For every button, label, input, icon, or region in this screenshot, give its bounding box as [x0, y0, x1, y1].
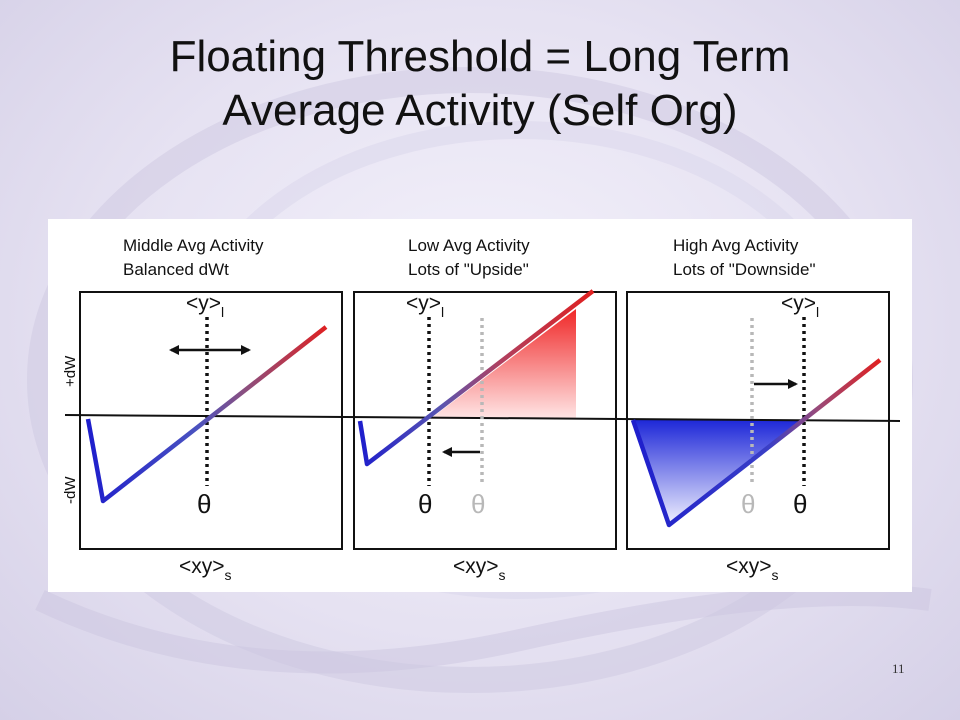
panel-middle-dw-curve	[85, 325, 328, 504]
panel-low-x-label: <xy>s	[453, 555, 506, 583]
panel-low-y-label: <y>l	[406, 292, 444, 320]
threshold-diagram: Middle Avg Activity Balanced dWt Low Avg…	[62, 236, 901, 583]
panel-middle-x-label: <xy>s	[179, 555, 232, 583]
upside-area	[430, 309, 576, 419]
downside-area	[634, 420, 800, 525]
positive-dw-label: +dW	[62, 355, 79, 387]
panel-middle-frame	[79, 291, 343, 550]
threshold-figure: Middle Avg Activity Balanced dWt Low Avg…	[48, 219, 912, 592]
slide-title: Floating Threshold = Long Term Average A…	[0, 30, 960, 138]
panel-low-ghost-theta: θ	[471, 489, 485, 519]
panel-low-caption-2: Lots of "Upside"	[408, 260, 529, 279]
panel-middle-caption-2: Balanced dWt	[123, 260, 229, 279]
panel-low-dw-curve	[357, 289, 595, 467]
slide-title-line-2: Average Activity (Self Org)	[222, 86, 738, 135]
page-number: 11	[892, 661, 905, 676]
panel-low-caption-1: Low Avg Activity	[408, 236, 530, 255]
negative-dw-label: -dW	[62, 476, 79, 504]
panel-low-theta: θ	[418, 489, 432, 519]
panel-high-y-label: <y>l	[781, 292, 819, 320]
panel-high-x-label: <xy>s	[726, 555, 779, 583]
panel-low-frame	[353, 291, 617, 550]
panel-middle-y-label: <y>l	[186, 292, 224, 320]
panel-high-theta: θ	[793, 489, 807, 519]
panel-high-ghost-theta: θ	[741, 489, 755, 519]
panel-middle-caption-1: Middle Avg Activity	[123, 236, 264, 255]
panel-middle-theta: θ	[197, 489, 211, 519]
slide-title-line-1: Floating Threshold = Long Term	[169, 32, 791, 81]
panel-high-caption-1: High Avg Activity	[673, 236, 799, 255]
panel-high-caption-2: Lots of "Downside"	[673, 260, 815, 279]
panel-high-dw-curve	[630, 358, 882, 528]
